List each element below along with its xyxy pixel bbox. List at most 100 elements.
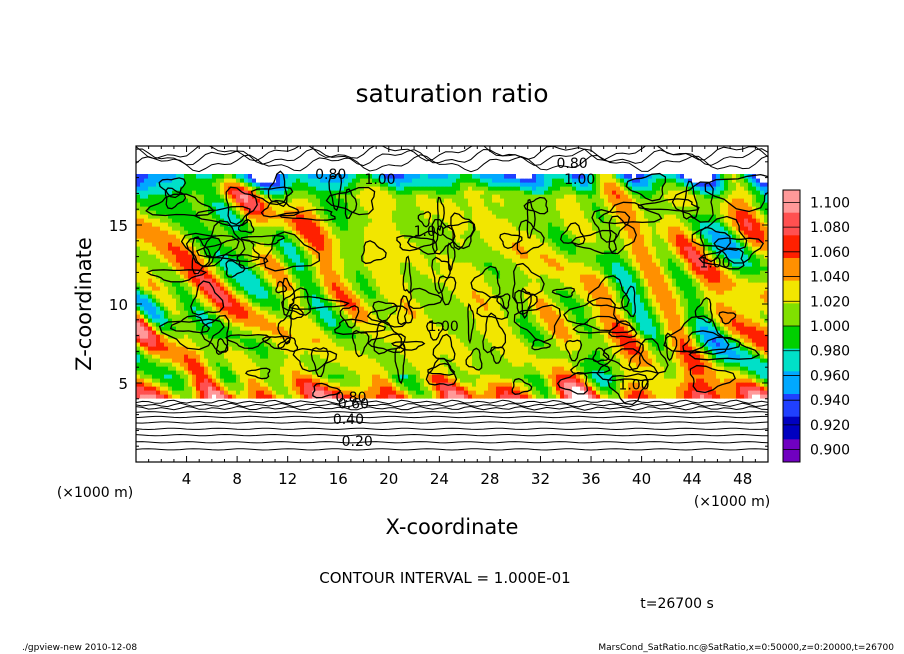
- field-cell: [344, 334, 349, 339]
- field-cell: [328, 350, 333, 355]
- field-cell: [560, 382, 565, 387]
- field-cell: [208, 314, 213, 319]
- field-cell: [552, 370, 557, 375]
- field-cell: [340, 298, 345, 303]
- field-cell: [148, 318, 153, 323]
- field-cell: [316, 282, 321, 287]
- field-cell: [412, 322, 417, 327]
- field-cell: [216, 298, 221, 303]
- field-cell: [516, 302, 521, 307]
- field-cell: [744, 362, 749, 367]
- field-cell: [436, 386, 441, 391]
- field-cell: [472, 270, 477, 275]
- field-cell: [256, 358, 261, 363]
- field-cell: [180, 350, 185, 355]
- field-cell: [536, 370, 541, 375]
- field-cell: [560, 282, 565, 287]
- field-cell: [700, 378, 705, 383]
- field-cell: [152, 318, 157, 323]
- field-cell: [640, 322, 645, 327]
- field-cell: [632, 338, 637, 343]
- field-cell: [636, 366, 641, 371]
- field-cell: [644, 278, 649, 283]
- field-cell: [360, 366, 365, 371]
- field-cell: [532, 274, 537, 279]
- field-cell: [516, 282, 521, 287]
- field-cell: [648, 326, 653, 331]
- field-cell: [180, 330, 185, 335]
- field-cell: [512, 310, 517, 315]
- field-cell: [324, 326, 329, 331]
- field-cell: [144, 394, 149, 399]
- field-cell: [452, 306, 457, 311]
- field-cell: [356, 366, 361, 371]
- field-cell: [136, 338, 141, 343]
- field-cell: [704, 330, 709, 335]
- field-cell: [236, 358, 241, 363]
- field-cell: [608, 282, 613, 287]
- field-cell: [456, 322, 461, 327]
- field-cell: [456, 318, 461, 323]
- field-cell: [672, 342, 677, 347]
- field-cell: [692, 326, 697, 331]
- field-cell: [532, 318, 537, 323]
- field-cell: [260, 342, 265, 347]
- field-cell: [532, 370, 537, 375]
- field-cell: [412, 386, 417, 391]
- field-cell: [640, 358, 645, 363]
- field-cell: [536, 318, 541, 323]
- field-cell: [716, 274, 721, 279]
- field-cell: [736, 322, 741, 327]
- field-cell: [168, 350, 173, 355]
- field-cell: [236, 378, 241, 383]
- field-cell: [688, 306, 693, 311]
- field-cell: [592, 342, 597, 347]
- field-cell: [340, 302, 345, 307]
- field-cell: [672, 366, 677, 371]
- field-cell: [180, 358, 185, 363]
- field-cell: [736, 394, 741, 399]
- field-cell: [624, 378, 629, 383]
- field-cell: [744, 322, 749, 327]
- field-cell: [212, 378, 217, 383]
- field-cell: [240, 374, 245, 379]
- field-cell: [676, 298, 681, 303]
- field-cell: [740, 298, 745, 303]
- field-cell: [156, 322, 161, 327]
- field-cell: [264, 390, 269, 395]
- field-cell: [636, 338, 641, 343]
- field-cell: [408, 374, 413, 379]
- field-cell: [308, 366, 313, 371]
- field-cell: [136, 298, 141, 303]
- field-cell: [720, 274, 725, 279]
- field-cell: [172, 330, 177, 335]
- field-cell: [192, 286, 197, 291]
- field-cell: [420, 374, 425, 379]
- field-cell: [680, 326, 685, 331]
- field-cell: [576, 322, 581, 327]
- field-cell: [636, 382, 641, 387]
- field-cell: [140, 334, 145, 339]
- field-cell: [380, 274, 385, 279]
- field-cell: [172, 282, 177, 287]
- field-cell: [160, 274, 165, 279]
- field-cell: [476, 334, 481, 339]
- field-cell: [600, 294, 605, 299]
- field-cell: [472, 294, 477, 299]
- field-cell: [224, 322, 229, 327]
- field-cell: [224, 282, 229, 287]
- field-cell: [604, 278, 609, 283]
- field-cell: [396, 330, 401, 335]
- field-cell: [276, 378, 281, 383]
- field-cell: [760, 294, 765, 299]
- field-cell: [352, 286, 357, 291]
- field-cell: [436, 298, 441, 303]
- field-cell: [652, 390, 657, 395]
- field-cell: [696, 274, 701, 279]
- field-cell: [436, 318, 441, 323]
- field-cell: [764, 346, 768, 351]
- field-cell: [744, 374, 749, 379]
- field-cell: [336, 374, 341, 379]
- field-cell: [712, 374, 717, 379]
- field-cell: [528, 362, 533, 367]
